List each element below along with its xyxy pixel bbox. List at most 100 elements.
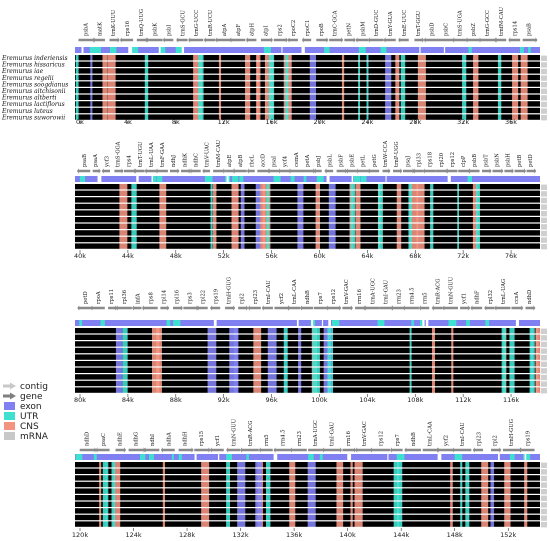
- gene-arrow: [313, 168, 322, 174]
- gene-label: rps15: [199, 431, 205, 446]
- gene-label: trnG-GCC: [485, 10, 491, 36]
- gene-label: rrn5: [423, 292, 429, 304]
- gene-arrow: [327, 305, 342, 311]
- gene-arrow: [124, 168, 137, 174]
- utr-segment: [79, 320, 83, 326]
- gene-label: psbD: [430, 23, 436, 36]
- species-label: Eremurus aitchisonii: [1, 88, 66, 95]
- species-row: [75, 60, 540, 62]
- gene-label: cemA: [294, 152, 300, 167]
- gene-arrow: [189, 168, 201, 174]
- gene-arrow: [169, 168, 180, 174]
- legend-label: gene: [20, 392, 43, 402]
- gap-segment: [387, 454, 389, 460]
- gene-arrow: [261, 305, 273, 311]
- panel-2: psaB psaA ycf3 trnS-GGA rps4 trnT-UGU trnL-UAA…: [74, 139, 547, 260]
- gene-arrow: [389, 447, 403, 453]
- gene-arrow: [78, 37, 96, 43]
- species-row: [75, 526, 540, 528]
- gap-segment: [447, 176, 451, 182]
- gene-label: trnV-GAC: [344, 279, 350, 304]
- gene-arrow: [467, 37, 482, 43]
- gene-arrow: [355, 305, 367, 311]
- axis-tick-label: 124k: [125, 531, 141, 539]
- gene-label: ndhA: [166, 432, 172, 446]
- species-row: [75, 209, 540, 211]
- gene-label: ccsA: [514, 292, 520, 304]
- gene-label: trnM-CAU: [216, 139, 222, 167]
- annotation-bar: [75, 176, 540, 182]
- utr-segment: [377, 320, 385, 326]
- gap-segment: [181, 47, 185, 53]
- species-row-edge: [541, 62, 547, 68]
- utr-segment: [75, 454, 83, 460]
- species-row-edge: [541, 230, 547, 237]
- gene-arrow: [382, 168, 391, 174]
- gene-arrow: [467, 168, 480, 174]
- gene-arrow: [436, 447, 454, 453]
- gene-arrow: [92, 37, 105, 43]
- utr-segment: [509, 454, 515, 460]
- gene-label: rps12: [378, 431, 384, 446]
- species-row: [75, 235, 540, 237]
- gap-segment: [311, 320, 314, 326]
- utr-segment: [273, 176, 281, 182]
- axis-tick-label: 104k: [359, 396, 375, 404]
- gene-arrow: [225, 168, 236, 174]
- gene-label: atpE: [227, 155, 233, 167]
- gene-arrow: [504, 168, 514, 174]
- gene-arrow: [141, 305, 158, 311]
- gene-label: atpI: [263, 25, 269, 36]
- utr-segment: [93, 454, 97, 460]
- species-row-edge: [541, 224, 547, 230]
- gene-arrow: [323, 447, 343, 453]
- gene-label: trnI-GAU: [329, 421, 335, 446]
- gene-label: rrn4.5: [409, 287, 415, 304]
- panel-1: psbA matK trnK-UUU rps16 trnQ-UUG psbK psbI trn…: [1, 6, 547, 126]
- gene-label: psbB: [472, 154, 478, 167]
- exon-legend-swatch: [4, 402, 15, 410]
- gene-arrow: [267, 168, 279, 174]
- species-row: [75, 392, 540, 394]
- gene-arrow: [490, 447, 502, 453]
- gene-label: rrn16: [357, 289, 363, 304]
- gap-segment: [385, 176, 387, 182]
- annotation-bar: [75, 454, 540, 460]
- gene-arrow: [313, 305, 330, 311]
- gene-arrow: [482, 168, 492, 174]
- utr-segment: [448, 320, 452, 326]
- gene-legend-icon: [3, 392, 16, 400]
- gene-label: ycf3: [104, 156, 110, 168]
- axis-tick-label: 24k: [361, 118, 373, 126]
- gene-label: psaB: [82, 154, 88, 167]
- gene-arrow: [502, 447, 523, 453]
- utr-segment: [171, 454, 174, 460]
- species-row-edge: [541, 217, 547, 223]
- utr-segment: [396, 454, 405, 460]
- gene-arrow: [494, 37, 507, 43]
- gap-segment: [351, 176, 354, 182]
- axis-tick-label: 36k: [505, 118, 517, 126]
- gene-label: psbL: [327, 154, 333, 167]
- species-row-edge: [541, 515, 547, 521]
- utr-segment: [204, 176, 213, 182]
- species-row-edge: [541, 88, 547, 94]
- gene-label: trnY-GUA: [388, 11, 394, 36]
- gap-segment: [328, 320, 331, 326]
- gene-arrow: [355, 447, 373, 453]
- utr-segment: [411, 320, 414, 326]
- axis-tick-label: 20k: [313, 118, 325, 126]
- gene-arrow: [76, 168, 91, 174]
- gene-label: rps3: [187, 292, 193, 304]
- utr-segment: [380, 47, 387, 53]
- species-label: Eremurus regelii: [1, 75, 54, 82]
- gene-arrow: [404, 447, 421, 453]
- species-row-edge: [541, 328, 547, 334]
- species-row-edge: [541, 361, 547, 367]
- species-row: [75, 467, 540, 469]
- gene-arrow: [442, 305, 459, 311]
- gene-label: trnL-CAA: [292, 279, 298, 304]
- gene-label: rps12: [450, 152, 456, 167]
- species-row: [75, 513, 540, 515]
